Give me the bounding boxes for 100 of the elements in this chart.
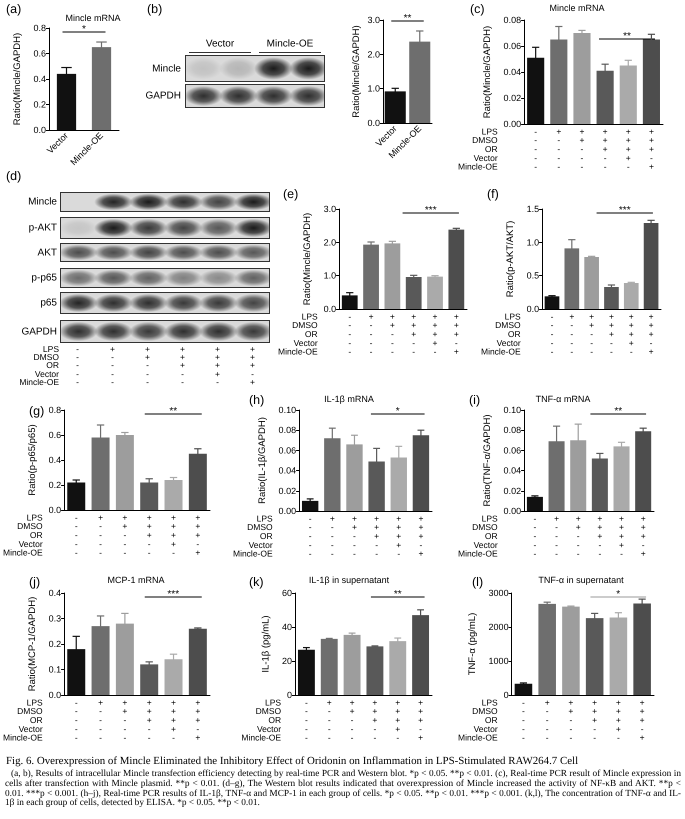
text: p65 <box>40 297 57 309</box>
y-axis-title: Ratio(p-AKT/AKT) <box>505 220 516 298</box>
bar <box>544 296 560 309</box>
annotation: * <box>396 406 400 417</box>
x-tick-label: + + + + - <box>396 513 402 559</box>
y-tick-label: 0 <box>286 690 292 700</box>
bar <box>644 223 658 309</box>
x-tick-label: + + - - - <box>390 311 395 357</box>
y-tick-label: 0.4 <box>48 588 62 598</box>
y-tick-label: 0.06 <box>504 41 522 51</box>
bar <box>389 641 406 695</box>
y-axis-title: Ratio(Mincle/GAPDH) <box>482 26 494 118</box>
x-tick-label: + + + + - <box>432 311 438 357</box>
y-tick-label: 3.0 <box>324 204 336 214</box>
y-tick-label: 0.0 <box>526 304 540 314</box>
chart-subtitle: MCP-1 mRNA <box>107 574 165 586</box>
x-tick-label: - - - - - <box>74 697 78 743</box>
x-tick-label: + + - - - <box>589 311 594 357</box>
x-tick-label: + + + - + <box>648 311 654 357</box>
x-tick-label: + + + - + <box>195 697 200 743</box>
x-tick-label: + + - - - <box>579 126 584 172</box>
y-tick-label: 0.00 <box>504 119 522 129</box>
bar <box>586 618 604 695</box>
y-tick-label: 0.02 <box>504 486 522 496</box>
y-tick-label: 0.06 <box>278 445 296 456</box>
text: Mincle <box>152 62 181 74</box>
y-tick-label: 0.04 <box>504 67 522 77</box>
x-tick-label: + - - - - <box>544 697 550 743</box>
x-tick-label: + + + + - <box>171 697 176 743</box>
annotation: *** <box>618 205 631 216</box>
chart-title: (l) <box>472 575 484 590</box>
x-tick-label: - - - - - <box>304 697 308 743</box>
annotation: *** <box>424 205 437 216</box>
y-axis-title: Ratio(Mincle/GAPDH) <box>12 32 24 126</box>
x-tick-label: + - - - - <box>368 311 374 357</box>
y-tick-label: 0.0 <box>324 304 336 314</box>
y-axis-title: IL-1β (pg/mL) <box>260 615 272 673</box>
y-tick-label: 0.08 <box>278 425 296 436</box>
x-axis-title: LPS DMSO OR Vector Mincle-OE <box>2 512 44 558</box>
x-axis-title: LPS DMSO OR Vector Mincle-OE <box>480 311 522 357</box>
x-tick-label: + + + - - <box>602 126 608 172</box>
bar <box>604 287 619 309</box>
x-tick-label: + - - - - <box>569 311 574 357</box>
chart-title: (i) <box>469 393 480 408</box>
bar <box>140 664 158 695</box>
bar <box>624 283 639 309</box>
bar <box>538 604 556 695</box>
y-tick-label: 0.10 <box>278 405 296 415</box>
y-tick-label: 20 <box>282 656 292 666</box>
x-tick-label: + - - - - <box>556 126 562 172</box>
x-tick-label: + + + - + <box>418 697 424 743</box>
y-tick-label: 0.8 <box>33 23 46 33</box>
bar <box>298 650 315 695</box>
bar <box>140 482 158 510</box>
x-tick-label: + + + + - <box>619 513 624 559</box>
y-tick-label: 0.0 <box>48 690 62 700</box>
chart-title: (g) <box>29 404 44 418</box>
chart-subtitle: IL-1β in supernatant <box>308 574 390 586</box>
x-tick-label: + + + - - <box>608 311 614 357</box>
x-tick-label: + + + - - <box>372 697 378 743</box>
y-tick-label: 0.08 <box>504 425 522 436</box>
x-tick-label: + + + + - <box>395 697 400 743</box>
y-tick-label: 0.0 <box>48 505 62 515</box>
x-tick-label: + + + + - <box>628 311 634 357</box>
y-tick-label: 0.00 <box>504 506 522 516</box>
category-label: Vector <box>206 38 234 50</box>
bar <box>514 684 532 695</box>
x-tick-label: + + + - - <box>374 513 380 559</box>
x-tick-label: + - - - - <box>98 512 104 558</box>
annotation: * <box>82 24 86 35</box>
chart-subtitle: IL-1β mRNA <box>324 394 374 404</box>
x-tick-label: + + + - - <box>411 311 416 357</box>
y-axis-title: TNF-α (pg/mL) <box>467 612 478 676</box>
x-tick-label: + - - - - <box>98 697 104 743</box>
x-tick-label: + + + - + <box>648 126 654 172</box>
x-tick-label: + + + + - <box>171 512 176 558</box>
bar <box>366 646 384 695</box>
bar <box>67 482 86 510</box>
annotation: ** <box>169 406 178 417</box>
y-tick-label: 0.04 <box>278 466 296 476</box>
bar <box>635 431 652 511</box>
y-tick-label: 2000 <box>488 622 509 632</box>
chart-subtitle: TNF-α mRNA <box>536 394 590 404</box>
bar <box>320 638 338 695</box>
text: p-p65 <box>31 272 57 284</box>
y-tick-label: 0.4 <box>33 74 46 84</box>
chart-title: (k) <box>249 575 264 590</box>
x-tick-label: + + + + - <box>616 697 621 743</box>
y-tick-label: 0.08 <box>504 15 522 25</box>
text: AKT <box>38 246 57 258</box>
chart-title: (f) <box>487 187 499 202</box>
category-label: - - - - - <box>76 344 79 388</box>
category-label: + - - - - <box>110 344 115 388</box>
y-tick-label: 0.8 <box>48 405 62 415</box>
category-label: Mincle-OE <box>266 38 314 50</box>
y-tick-label: 0.6 <box>48 430 62 440</box>
bar <box>116 435 134 510</box>
y-tick-label: 1.5 <box>526 204 540 214</box>
y-tick-label: 0.00 <box>278 506 296 516</box>
x-tick-label: - - - - - <box>308 513 312 559</box>
